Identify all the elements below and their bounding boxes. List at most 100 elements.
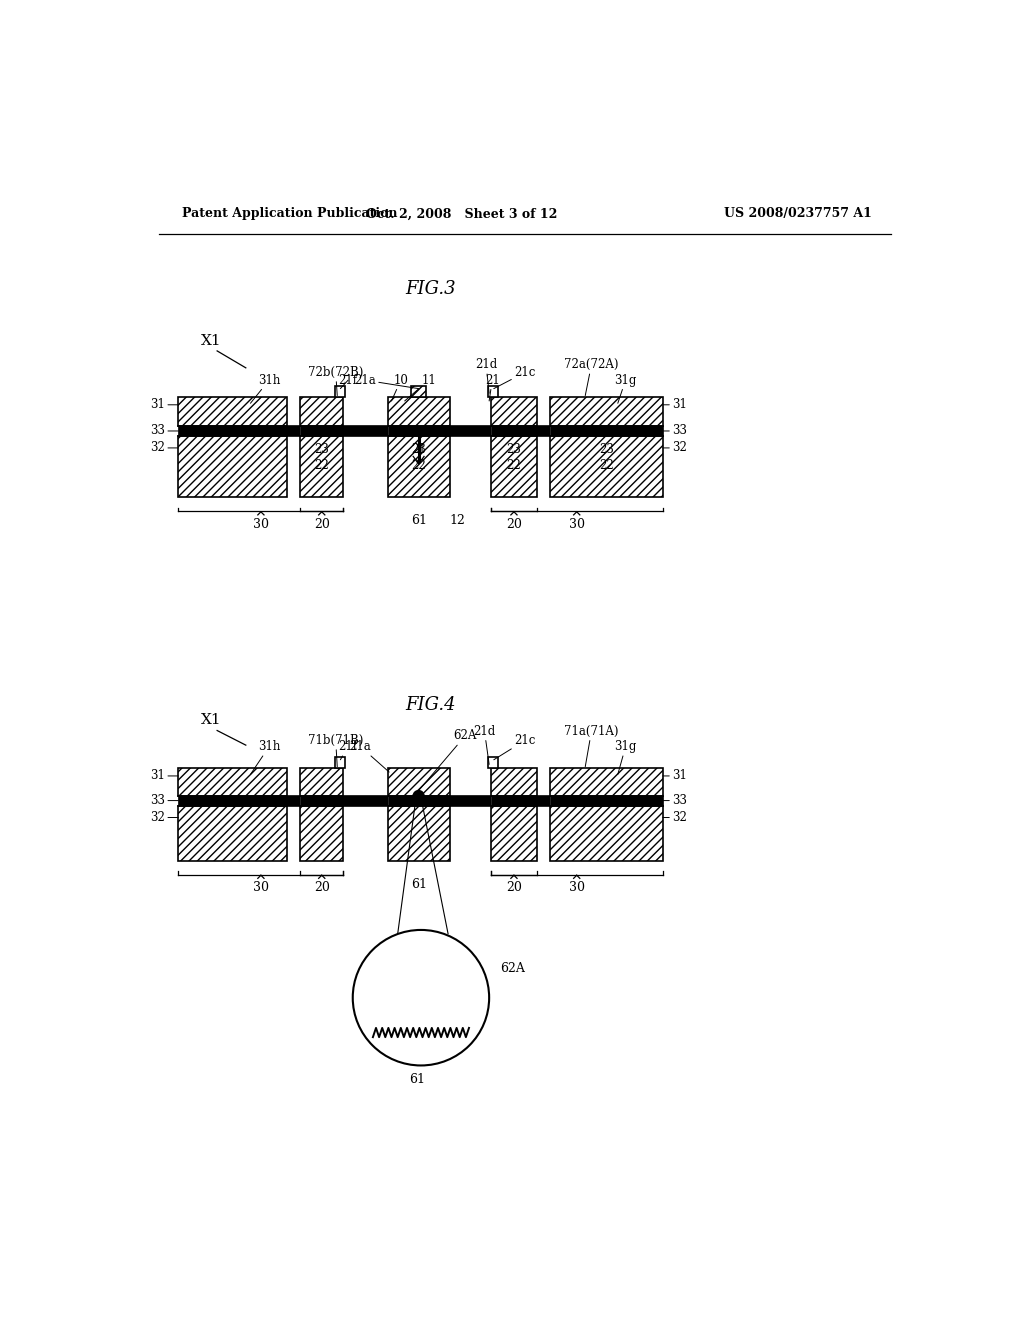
- Text: 21a: 21a: [349, 741, 389, 772]
- Circle shape: [414, 791, 424, 801]
- Bar: [490, 397, 538, 426]
- Text: 20: 20: [313, 517, 330, 531]
- Text: 33: 33: [663, 795, 687, 807]
- Text: 23: 23: [314, 444, 329, 457]
- Bar: [300, 768, 343, 796]
- Text: 31: 31: [151, 399, 178, 412]
- Text: 30: 30: [568, 517, 585, 531]
- Text: X1: X1: [202, 334, 222, 347]
- Text: 11: 11: [404, 374, 436, 401]
- Text: 31: 31: [151, 770, 178, 783]
- Text: 32: 32: [151, 441, 178, 454]
- Text: 31: 31: [663, 399, 687, 412]
- Text: 20: 20: [313, 880, 330, 894]
- Text: 62A: 62A: [419, 730, 477, 791]
- Text: 61: 61: [411, 515, 427, 527]
- Bar: [388, 768, 450, 796]
- Text: 33: 33: [663, 425, 687, 437]
- Bar: [490, 796, 538, 807]
- Text: 21f: 21f: [339, 741, 357, 760]
- Text: 22: 22: [507, 459, 521, 471]
- Bar: [450, 426, 490, 437]
- Bar: [488, 387, 499, 397]
- Text: 21a: 21a: [354, 374, 419, 388]
- Bar: [335, 758, 345, 768]
- Text: 72a(72A): 72a(72A): [564, 358, 618, 396]
- Text: FIG.3: FIG.3: [404, 280, 456, 298]
- Text: 71b(71B): 71b(71B): [308, 734, 364, 767]
- Text: 21c: 21c: [494, 734, 536, 760]
- Text: 32: 32: [663, 441, 687, 454]
- Text: 72b(72B): 72b(72B): [308, 366, 364, 396]
- Bar: [550, 796, 663, 807]
- Text: 32: 32: [663, 810, 687, 824]
- Text: 33: 33: [151, 795, 178, 807]
- Bar: [300, 397, 343, 426]
- Text: 23: 23: [599, 444, 613, 457]
- Text: 21d: 21d: [475, 358, 498, 393]
- Bar: [388, 437, 450, 498]
- Bar: [388, 426, 450, 437]
- Text: Oct. 2, 2008   Sheet 3 of 12: Oct. 2, 2008 Sheet 3 of 12: [366, 207, 557, 220]
- Text: 31g: 31g: [614, 741, 637, 775]
- Bar: [550, 426, 663, 437]
- Bar: [550, 437, 663, 498]
- Text: 20: 20: [506, 880, 522, 894]
- Text: Patent Application Publication: Patent Application Publication: [182, 207, 397, 220]
- Text: 30: 30: [568, 880, 585, 894]
- Text: 12: 12: [450, 515, 465, 527]
- Text: 21: 21: [412, 444, 426, 457]
- Text: 31h: 31h: [251, 741, 281, 775]
- Bar: [538, 426, 550, 437]
- Text: 62A: 62A: [500, 962, 525, 975]
- Bar: [287, 426, 300, 437]
- Text: 21d: 21d: [473, 725, 496, 764]
- Bar: [490, 426, 538, 437]
- Text: 20: 20: [506, 517, 522, 531]
- Text: 61: 61: [409, 1073, 425, 1086]
- Text: 30: 30: [253, 517, 269, 531]
- Bar: [538, 796, 550, 807]
- Text: 10: 10: [391, 374, 409, 401]
- Text: 22: 22: [599, 459, 613, 471]
- Text: 23: 23: [412, 444, 426, 457]
- Bar: [300, 807, 343, 861]
- Text: 32: 32: [151, 810, 178, 824]
- Text: 31g: 31g: [614, 374, 637, 404]
- Bar: [490, 437, 538, 498]
- Bar: [178, 426, 287, 437]
- Bar: [450, 796, 490, 807]
- Text: 31h: 31h: [251, 374, 281, 404]
- Bar: [388, 807, 450, 861]
- Bar: [343, 426, 388, 437]
- Bar: [178, 796, 287, 807]
- Bar: [178, 397, 287, 426]
- Text: 30: 30: [253, 880, 269, 894]
- Bar: [550, 768, 663, 796]
- Text: 61a: 61a: [408, 983, 434, 997]
- Circle shape: [352, 929, 489, 1065]
- Bar: [411, 387, 426, 397]
- Text: 23: 23: [507, 444, 521, 457]
- Text: 61: 61: [411, 878, 427, 891]
- Bar: [178, 768, 287, 796]
- Text: 21f: 21f: [339, 374, 357, 388]
- Bar: [490, 768, 538, 796]
- Text: 71a(71A): 71a(71A): [564, 725, 618, 767]
- Text: 22: 22: [412, 459, 426, 471]
- Text: FIG.4: FIG.4: [404, 696, 456, 714]
- Bar: [388, 397, 450, 426]
- Text: X1: X1: [202, 713, 222, 727]
- Bar: [388, 796, 450, 807]
- Bar: [343, 796, 388, 807]
- Bar: [550, 397, 663, 426]
- Text: 21c: 21c: [494, 366, 536, 388]
- Bar: [488, 758, 499, 768]
- Bar: [287, 796, 300, 807]
- Bar: [178, 437, 287, 498]
- Bar: [300, 426, 343, 437]
- Bar: [178, 807, 287, 861]
- Bar: [550, 807, 663, 861]
- Bar: [300, 796, 343, 807]
- Text: 31: 31: [663, 770, 687, 783]
